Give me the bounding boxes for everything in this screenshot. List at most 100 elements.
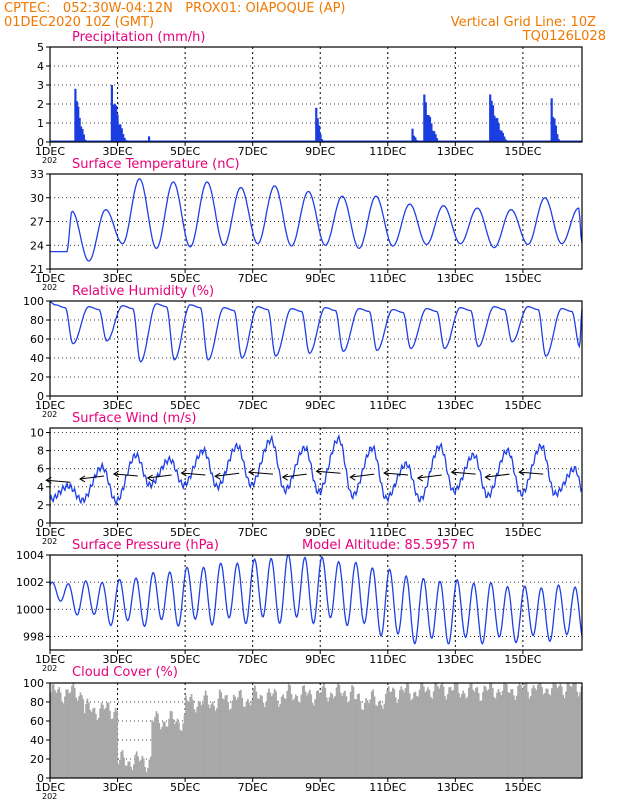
temp-xtick-label: 7DEC (238, 272, 268, 285)
cloud-bar (223, 699, 225, 778)
rh-ytick-label: 80 (30, 314, 44, 327)
cloud-bar (566, 683, 569, 778)
cloud-bar (351, 684, 353, 778)
cloud-bar (365, 697, 367, 778)
cloud-bar (282, 694, 284, 778)
cloud-bar (240, 689, 242, 778)
cloud-bar (151, 720, 154, 778)
precip-bar (556, 134, 559, 142)
cloud-bar (549, 695, 552, 778)
cloud-bar (521, 689, 524, 778)
cloud-bar (217, 698, 220, 778)
cloud-bar (66, 689, 69, 778)
cloud-bar (415, 695, 418, 778)
cloud-bar (482, 692, 484, 778)
cloud-bar (290, 694, 293, 778)
cloud-bar (484, 686, 487, 778)
cloud-bar (496, 692, 498, 778)
cloud-bar (435, 683, 438, 778)
wind-vector (181, 472, 206, 476)
cloud-bar (546, 688, 549, 778)
pressure-frame (49, 554, 583, 651)
cloud-bar (438, 688, 441, 778)
cloud-bar (231, 700, 234, 778)
cloud-bar (548, 693, 550, 778)
cloud-bar (92, 708, 94, 778)
precip-bar (427, 115, 430, 142)
rh-xtick-label: 9DEC (305, 399, 335, 412)
cloud-bar (427, 687, 429, 778)
cloud-bar (308, 689, 311, 778)
cloud-bar (285, 699, 287, 778)
cloud-bar (234, 696, 237, 778)
cloud-bar (93, 707, 96, 778)
cloud-bar (338, 684, 341, 778)
cloud-bar (531, 688, 534, 778)
cloud-bar (121, 750, 124, 778)
wind-arrowhead (146, 474, 153, 482)
temp-xtick-label: 15DEC (504, 272, 541, 285)
rh-frame (49, 300, 583, 397)
wind-arrowhead (450, 468, 457, 476)
cloud-bar (96, 720, 99, 778)
cloud-bar (164, 721, 166, 778)
cloud-bar (199, 701, 201, 778)
cloud-bar (534, 688, 536, 778)
cloud-bar (373, 696, 376, 778)
wind-xtick-label: 9DEC (305, 526, 335, 539)
precip-bar (414, 137, 417, 142)
cloud-bar (194, 712, 197, 778)
temp-xtick-label: 11DEC (369, 272, 406, 285)
cloud-bar (330, 692, 332, 778)
cloud-bar (331, 694, 334, 778)
cloud-bar (362, 709, 365, 778)
cloud-bar (279, 703, 282, 778)
cloud-bar (542, 694, 545, 778)
cloud-bar (145, 772, 148, 778)
cloud-bar (437, 686, 439, 778)
cloud-bar (266, 692, 269, 778)
cloud-bar (173, 723, 176, 778)
cloud-bar (116, 710, 118, 778)
cloud-bar (135, 751, 138, 778)
wind-vector (215, 472, 240, 477)
cloud-bar (255, 691, 258, 778)
cloud-bar (165, 726, 168, 778)
cloud-bar (216, 708, 218, 778)
cloud-bar (320, 692, 322, 778)
cloud-bar (380, 705, 383, 778)
cloud-xtick-label: 11DEC (369, 781, 406, 794)
precip-bar (431, 130, 434, 142)
wind-xtick-label: 15DEC (504, 526, 541, 539)
cloud-bar (506, 684, 508, 778)
pressure-xtick-label: 11DEC (369, 653, 406, 666)
wind-vector (79, 475, 105, 480)
cloud-bar (524, 683, 527, 778)
precip-bar (434, 134, 437, 142)
precip-bar (112, 104, 115, 142)
cloud-bar (230, 708, 232, 778)
cloud-bar (577, 696, 580, 778)
precip-bar (496, 118, 499, 142)
cloud-bar (310, 694, 313, 778)
cloud-bar (480, 700, 483, 778)
cloud-bar (62, 703, 65, 778)
cloud-bar (572, 683, 574, 778)
temp-ytick-label: 24 (30, 239, 44, 252)
cloud-bar (203, 695, 206, 778)
cloud-bar (152, 721, 155, 778)
cloud-bar (431, 698, 434, 778)
precip-bar (411, 128, 414, 142)
cloud-bar (456, 683, 459, 778)
cloud-bar (138, 761, 141, 778)
cloud-bar (276, 700, 279, 778)
cloud-bar (559, 683, 562, 778)
cloud-bar (299, 702, 301, 778)
precip-title: Precipitation (mm/h) (72, 30, 206, 45)
cloud-bar (126, 765, 128, 778)
cloud-bar (401, 689, 404, 778)
cloud-bar (389, 692, 391, 778)
wind-ytick-label: 2 (37, 499, 44, 512)
precip-xtick-label: 7DEC (238, 145, 268, 158)
cloud-bar (503, 683, 505, 778)
